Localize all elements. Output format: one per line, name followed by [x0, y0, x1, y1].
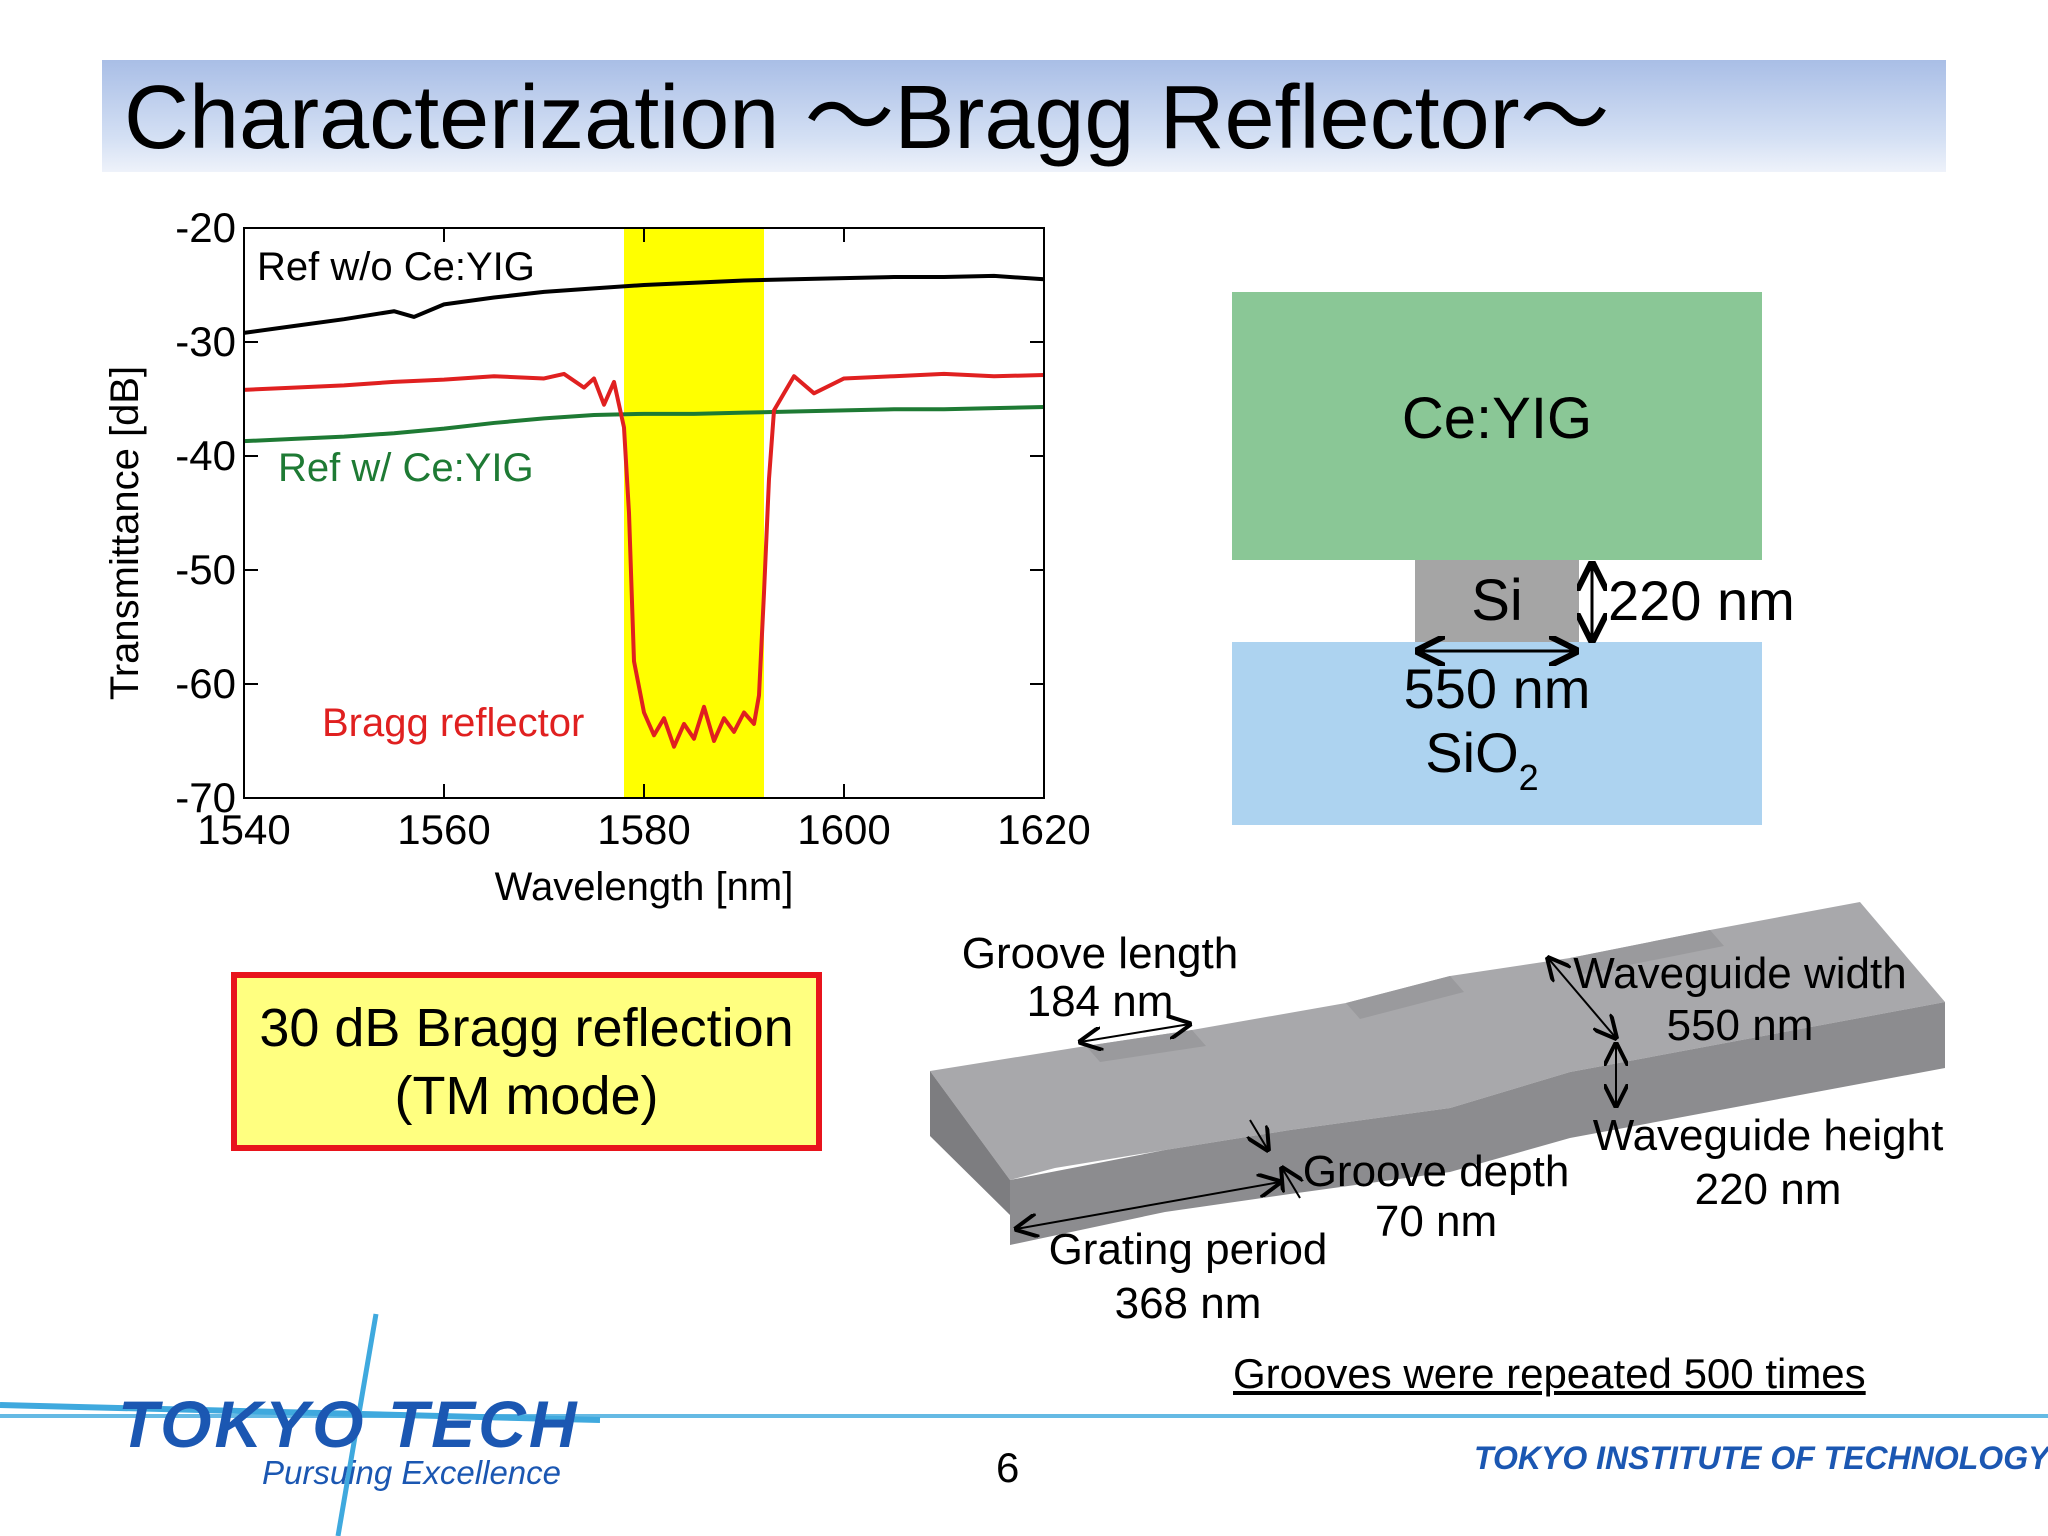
- series-line-2: [243, 371, 1045, 749]
- y-tick-label-0: -20: [175, 204, 236, 251]
- y-axis-label: Transmittance [dB]: [103, 366, 147, 700]
- transmittance-chart: 1540 1560 1580 1600 1620 -20 -30 -40 -50 -60 -70 W…: [103, 204, 1091, 909]
- groove-depth-arrow-a: [1250, 1119, 1268, 1150]
- x-tick-label-4: 1620: [997, 806, 1090, 853]
- series-line-1: [243, 404, 1045, 444]
- ceyig-label: Ce:YIG: [1402, 386, 1592, 451]
- y-tick-label-3: -50: [175, 546, 236, 593]
- x-axis-label: Wavelength [nm]: [495, 865, 794, 909]
- y-tick-label-1: -30: [175, 318, 236, 365]
- waveguide-top-face: [930, 902, 1945, 1180]
- y-tick-label-4: -60: [175, 660, 236, 707]
- groove-2: [1346, 976, 1464, 1019]
- series-layer: [243, 273, 1045, 749]
- sio2-label-main: SiO: [1425, 721, 1518, 784]
- si-core: [1415, 560, 1579, 642]
- grating-period-label: Grating period 368 nm: [1049, 1225, 1328, 1328]
- grating-period-line1: Grating period: [1049, 1225, 1328, 1274]
- groove-depth-label: Groove depth 70 nm: [1303, 1147, 1570, 1246]
- tick-layer: 1540 1560 1580 1600 1620 -20 -30 -40 -50 -60 -70: [175, 204, 1090, 853]
- height-label: 220 nm: [1608, 569, 1795, 632]
- institute-name: TOKYO INSTITUTE OF TECHNOLOGY: [1474, 1440, 2048, 1476]
- waveguide-height-line2: 220 nm: [1695, 1165, 1842, 1214]
- sio2-layer: [1232, 642, 1762, 825]
- legend-bragg-reflector: Bragg reflector: [322, 701, 584, 745]
- groove-3: [1570, 930, 1724, 974]
- stopband-highlight: [624, 228, 764, 798]
- groove-depth-arrow-b: [1282, 1168, 1300, 1199]
- groove-1: [1086, 1030, 1206, 1062]
- groove-length-arrow: [1080, 1024, 1190, 1042]
- slide-title: Characterization ～Bragg Reflector～: [124, 68, 1610, 168]
- logo-tagline: Pursuing Excellence: [262, 1454, 561, 1491]
- callout-box: 30 dB Bragg reflection (TM mode): [231, 972, 822, 1151]
- groove-length-line1: Groove length: [962, 929, 1238, 978]
- sio2-label-sub: 2: [1519, 757, 1539, 798]
- groove-depth-line1: Groove depth: [1303, 1147, 1570, 1196]
- waveguide-width-line2: 550 nm: [1667, 1001, 1814, 1050]
- grating-period-line2: 368 nm: [1115, 1279, 1262, 1328]
- ceyig-layer: [1232, 292, 1762, 560]
- waveguide-front-face: [930, 1071, 1010, 1215]
- grating-period-arrow: [1016, 1182, 1280, 1229]
- legend-ref-wo-ceyig: Ref w/o Ce:YIG: [257, 245, 535, 289]
- x-tick-label-3: 1600: [797, 806, 890, 853]
- callout-line1: 30 dB Bragg reflection: [259, 997, 794, 1058]
- width-label: 550 nm: [1404, 657, 1591, 720]
- series-line-0: [243, 273, 1045, 335]
- waveguide-height-label: Waveguide height 220 nm: [1593, 1111, 1944, 1214]
- waveguide-width-label: Waveguide width 550 nm: [1573, 949, 1906, 1050]
- si-label: Si: [1471, 568, 1523, 633]
- waveguide-side-face: [1010, 1002, 1945, 1245]
- x-tick-label-1: 1560: [397, 806, 490, 853]
- y-tick-label-5: -70: [175, 774, 236, 821]
- x-tick-label-0: 1540: [197, 806, 290, 853]
- sio2-label: SiO2: [1425, 721, 1538, 798]
- callout-line2: (TM mode): [394, 1065, 659, 1126]
- waveguide-width-arrow: [1548, 958, 1616, 1038]
- x-tick-label-2: 1580: [597, 806, 690, 853]
- title-bar: [102, 60, 1946, 172]
- page-number: 6: [996, 1444, 1020, 1491]
- logo-wordmark: TOKYO TECH: [118, 1387, 580, 1461]
- waveguide-height-line1: Waveguide height: [1593, 1111, 1944, 1160]
- groove-depth-line2: 70 nm: [1375, 1197, 1497, 1246]
- groove-length-label: Groove length 184 nm: [962, 929, 1238, 1026]
- waveguide-width-line1: Waveguide width: [1573, 949, 1906, 998]
- y-tick-label-2: -40: [175, 432, 236, 479]
- groove-length-line2: 184 nm: [1027, 977, 1174, 1026]
- footnote: Grooves were repeated 500 times: [1233, 1350, 1866, 1397]
- legend-ref-w-ceyig: Ref w/ Ce:YIG: [278, 446, 534, 490]
